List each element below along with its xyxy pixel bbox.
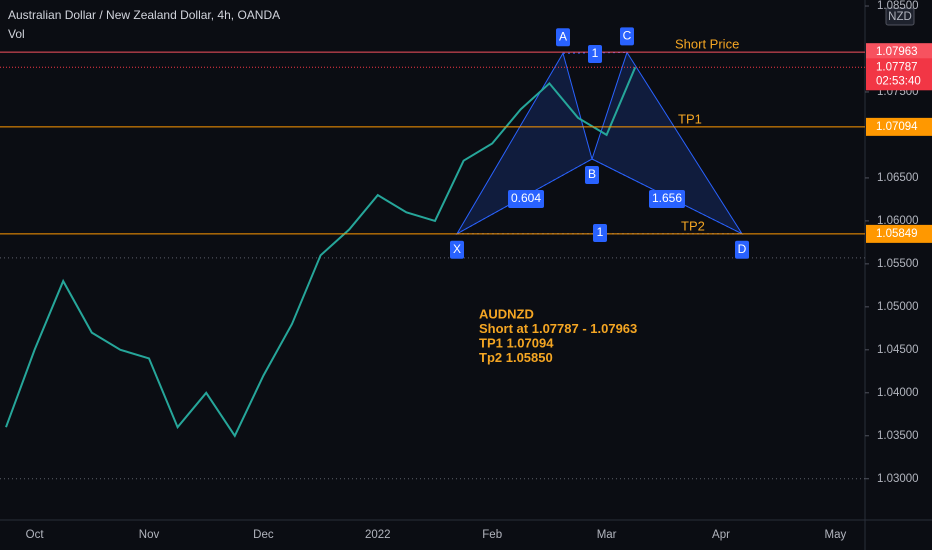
ratio-badge (649, 190, 685, 208)
pattern-point-label: D (738, 242, 747, 256)
y-tick-label: 1.03500 (877, 430, 919, 442)
level-price: 1.07094 (876, 121, 918, 133)
y-tick-label: 1.08500 (877, 0, 919, 12)
ratio-badge (593, 224, 607, 242)
pattern-point-badge (620, 27, 634, 46)
level-name: TP1 (678, 111, 702, 126)
y-tick-label: 1.06000 (877, 215, 919, 227)
annotation-line: AUDNZD (479, 306, 534, 321)
y-tick-label: 1.06500 (877, 172, 919, 184)
plot (0, 51, 865, 480)
pattern-point-label: C (623, 29, 632, 43)
countdown: 02:53:40 (876, 75, 921, 87)
level-price: 1.07963 (876, 46, 918, 58)
x-tick-label: Mar (597, 529, 617, 541)
annotation-line: Tp2 1.05850 (479, 350, 553, 365)
currency: NZD (888, 11, 912, 23)
y-tick-label: 1.04000 (877, 387, 919, 399)
level-label-bg (866, 43, 932, 62)
annotation-line: TP1 1.07094 (479, 335, 554, 350)
pattern-point-label: A (559, 29, 567, 43)
pattern-point-label: B (588, 167, 596, 181)
level-name: Short Price (675, 37, 739, 52)
x-tick-label: 2022 (365, 529, 391, 541)
ratio-badge (508, 190, 544, 208)
current-price-bg (866, 58, 932, 91)
pattern-ratio-line (562, 51, 628, 54)
ratio-label: 1 (597, 225, 604, 239)
x-tick-label: Oct (26, 529, 45, 541)
x-tick-label: May (825, 529, 847, 541)
x-tick-label: Feb (482, 529, 502, 541)
pattern-ratio-line (456, 158, 593, 235)
y-tick-label: 1.03000 (877, 473, 919, 485)
subtitle: Vol (8, 27, 25, 41)
y-tick-label: 1.04500 (877, 344, 919, 356)
ratio-label: 1 (592, 46, 599, 60)
pattern-point-badge (735, 240, 749, 259)
annotation-line: Short at 1.07787 - 1.07963 (479, 321, 637, 336)
x-tick-label: Dec (253, 529, 274, 541)
level-label-bg (866, 224, 932, 243)
currency-badge[interactable] (885, 7, 915, 26)
x-tick-label: Apr (712, 529, 730, 541)
ratio-label: 0.604 (511, 191, 541, 205)
level-label-bg (866, 117, 932, 136)
ratio-label: 1.656 (652, 191, 682, 205)
pattern-point-badge (585, 166, 599, 185)
pattern-point-badge (450, 240, 464, 259)
current-price: 1.07787 (876, 61, 918, 73)
pattern-point-label: X (453, 242, 461, 256)
level-price: 1.05849 (876, 228, 918, 240)
level-name: TP2 (681, 218, 705, 233)
y-tick-label: 1.05500 (877, 258, 919, 270)
ratio-badge (588, 45, 602, 63)
pattern-point-badge (556, 28, 570, 47)
chart-title: Australian Dollar / New Zealand Dollar, … (8, 8, 280, 22)
x-tick-label: Nov (139, 529, 160, 541)
y-tick-label: 1.05000 (877, 301, 919, 313)
price-line (5, 66, 637, 438)
